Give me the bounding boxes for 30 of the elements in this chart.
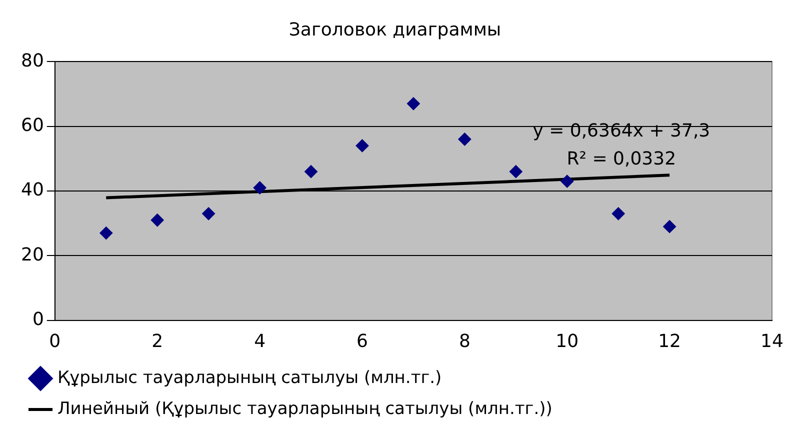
y-tick-label: 80 [21, 50, 44, 72]
point [560, 174, 574, 188]
legend-label: Құрылыс тауарларының сатылуы (млн.тг.) [58, 368, 442, 388]
point [509, 165, 522, 178]
annotation: R² = 0,0332 [566, 148, 676, 170]
x-tick-label: 2 [152, 330, 164, 352]
x-tick-label: 10 [556, 330, 579, 352]
legend-label: Линейный (Құрылыс тауарларының сатылуы (млн.тг.)) [58, 398, 552, 419]
x-tick-label: 4 [254, 330, 266, 352]
point [100, 226, 113, 240]
x-tick-label: 6 [356, 330, 368, 352]
point [663, 220, 676, 234]
point [253, 181, 266, 194]
point [202, 207, 216, 220]
x-tick-label: 14 [760, 330, 784, 352]
point [612, 207, 625, 220]
y-tick-label: 20 [21, 244, 44, 266]
y-tick-label: 40 [21, 180, 44, 201]
point [150, 214, 164, 227]
x-tick-label: 0 [49, 330, 61, 352]
point [458, 132, 472, 146]
y-tick-label: 60 [21, 114, 44, 136]
point [304, 165, 318, 178]
x-tick-label: 8 [458, 330, 470, 352]
x-tick-label: 12 [658, 330, 682, 352]
y-tick-label: 0 [32, 309, 44, 330]
chart-title: Заголовок диаграммы [288, 19, 502, 40]
point [356, 139, 369, 152]
annotation: y = 0,6364x + 37,3 [532, 120, 710, 142]
point [406, 97, 420, 110]
